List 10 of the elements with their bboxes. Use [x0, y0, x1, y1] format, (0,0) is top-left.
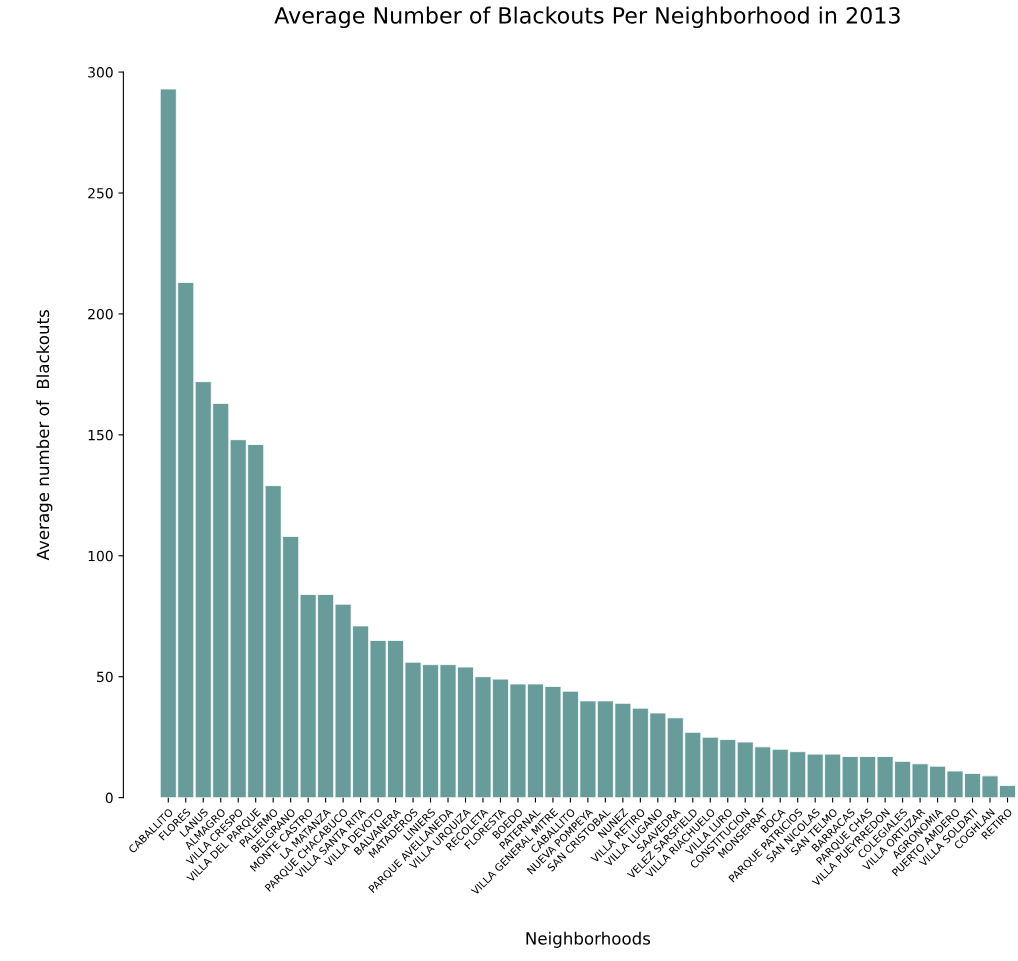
chart-title: Average Number of Blackouts Per Neighborhood in 2013: [274, 6, 900, 29]
x-axis-title: Neighborhoods: [526, 931, 651, 948]
y-tick-label: 250: [88, 187, 113, 199]
y-tick-label: 200: [88, 308, 113, 320]
y-axis-title: Average number of Blackouts: [36, 310, 53, 561]
y-tick-label: 300: [88, 67, 113, 78]
y-tick-label: 150: [88, 429, 113, 441]
y-tick-label: 100: [88, 550, 113, 562]
y-tick-label: 0: [105, 792, 113, 804]
y-tick-label: 50: [97, 671, 113, 683]
